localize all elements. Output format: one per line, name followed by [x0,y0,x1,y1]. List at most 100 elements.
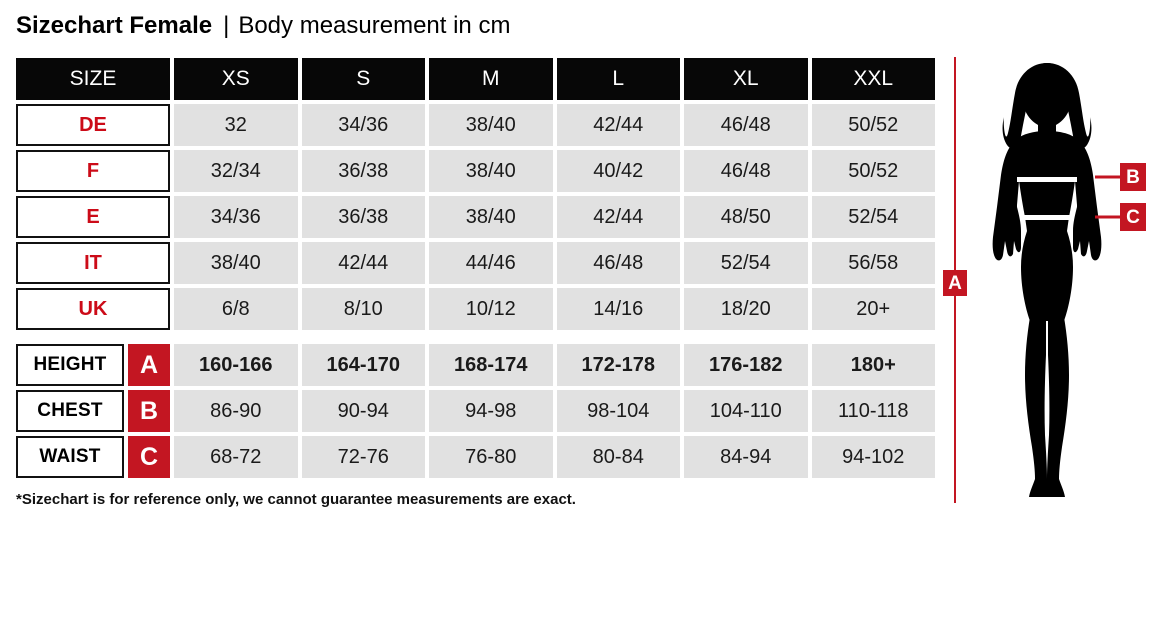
sizechart-table: SIZE XS S M L XL XXL DE 32 34/36 38/40 4… [16,58,935,478]
header-cell-xs: XS [174,58,298,100]
cell-de-xxl: 50/52 [811,104,935,146]
header-cell-xl: XL [684,58,808,100]
marker-badge-b: B [128,390,170,432]
female-silhouette-icon [954,57,1121,503]
footnote-text: *Sizechart is for reference only, we can… [16,491,576,508]
cell-f-xl: 46/48 [684,150,808,192]
cell-f-xxl: 50/52 [811,150,935,192]
row-label-e: E [16,196,170,238]
cell-it-xs: 38/40 [174,242,298,284]
cell-it-m: 44/46 [429,242,553,284]
row-label-text: UK [16,288,170,330]
cell-it-s: 42/44 [301,242,425,284]
cell-f-s: 36/38 [301,150,425,192]
row-label-de: DE [16,104,170,146]
row-label-text: HEIGHT [16,344,124,386]
cell-height-l: 172-178 [556,344,680,386]
cell-e-l: 42/44 [556,196,680,238]
chest-band [1017,177,1077,182]
table-row: WAIST C 68-72 72-76 76-80 80-84 84-94 94… [16,436,935,478]
row-label-waist: WAIST C [16,436,170,478]
cell-e-m: 38/40 [429,196,553,238]
cell-f-m: 38/40 [429,150,553,192]
row-values-e: 34/36 36/38 38/40 42/44 48/50 52/54 [174,196,935,238]
cell-uk-xxl: 20+ [811,288,935,330]
row-label-text: WAIST [16,436,124,478]
cell-waist-s: 72-76 [301,436,425,478]
table-row: DE 32 34/36 38/40 42/44 46/48 50/52 [16,104,935,146]
cell-chest-m: 94-98 [429,390,553,432]
header-cell-size: SIZE [16,58,170,100]
cell-uk-xl: 18/20 [684,288,808,330]
row-values-height: 160-166 164-170 168-174 172-178 176-182 … [174,344,935,386]
waist-band [1020,215,1074,220]
cell-uk-m: 10/12 [429,288,553,330]
row-label-text: CHEST [16,390,124,432]
figure-marker-b: B [1120,163,1146,191]
row-label-text: F [16,150,170,192]
table-row: F 32/34 36/38 38/40 40/42 46/48 50/52 [16,150,935,192]
cell-de-xl: 46/48 [684,104,808,146]
table-row: HEIGHT A 160-166 164-170 168-174 172-178… [16,344,935,386]
cell-it-xxl: 56/58 [811,242,935,284]
header-cell-s: S [301,58,425,100]
figure-marker-c: C [1120,203,1146,231]
title-separator: | [223,12,230,39]
row-label-text: DE [16,104,170,146]
cell-e-xs: 34/36 [174,196,298,238]
silhouette-body [992,63,1102,497]
marker-badge-c: C [128,436,170,478]
row-label-text: IT [16,242,170,284]
header-size-columns: XS S M L XL XXL [174,58,935,100]
cell-chest-s: 90-94 [301,390,425,432]
cell-de-l: 42/44 [556,104,680,146]
table-row: CHEST B 86-90 90-94 94-98 98-104 104-110… [16,390,935,432]
cell-uk-s: 8/10 [301,288,425,330]
row-values-chest: 86-90 90-94 94-98 98-104 104-110 110-118 [174,390,935,432]
cell-uk-l: 14/16 [556,288,680,330]
cell-e-xxl: 52/54 [811,196,935,238]
cell-de-s: 34/36 [301,104,425,146]
cell-waist-l: 80-84 [556,436,680,478]
cell-uk-xs: 6/8 [174,288,298,330]
cell-f-l: 40/42 [556,150,680,192]
row-values-f: 32/34 36/38 38/40 40/42 46/48 50/52 [174,150,935,192]
cell-f-xs: 32/34 [174,150,298,192]
cell-waist-xs: 68-72 [174,436,298,478]
cell-de-m: 38/40 [429,104,553,146]
cell-it-l: 46/48 [556,242,680,284]
row-label-uk: UK [16,288,170,330]
marker-badge-a: A [128,344,170,386]
row-label-it: IT [16,242,170,284]
body-measurement-figure: A B C [935,55,1165,515]
header-cell-m: M [429,58,553,100]
cell-height-m: 168-174 [429,344,553,386]
cell-e-s: 36/38 [301,196,425,238]
cell-height-xs: 160-166 [174,344,298,386]
table-row: UK 6/8 8/10 10/12 14/16 18/20 20+ [16,288,935,330]
page-title-main: Sizechart Female [16,12,213,39]
header-cell-xxl: XXL [811,58,935,100]
cell-height-s: 164-170 [301,344,425,386]
table-header-row: SIZE XS S M L XL XXL [16,58,935,100]
row-label-f: F [16,150,170,192]
cell-chest-xs: 86-90 [174,390,298,432]
cell-chest-l: 98-104 [556,390,680,432]
row-values-uk: 6/8 8/10 10/12 14/16 18/20 20+ [174,288,935,330]
header-cell-l: L [556,58,680,100]
cell-de-xs: 32 [174,104,298,146]
row-values-de: 32 34/36 38/40 42/44 46/48 50/52 [174,104,935,146]
page-title-subtitle: Body measurement in cm [238,12,511,39]
row-label-height: HEIGHT A [16,344,170,386]
row-values-it: 38/40 42/44 44/46 46/48 52/54 56/58 [174,242,935,284]
cell-waist-xxl: 94-102 [811,436,935,478]
figure-marker-a: A [943,270,967,296]
cell-waist-m: 76-80 [429,436,553,478]
cell-e-xl: 48/50 [684,196,808,238]
page-title: Sizechart Female | Body measurement in cm [16,14,510,38]
table-row: IT 38/40 42/44 44/46 46/48 52/54 56/58 [16,242,935,284]
row-label-chest: CHEST B [16,390,170,432]
cell-chest-xxl: 110-118 [811,390,935,432]
row-label-text: E [16,196,170,238]
table-row: E 34/36 36/38 38/40 42/44 48/50 52/54 [16,196,935,238]
